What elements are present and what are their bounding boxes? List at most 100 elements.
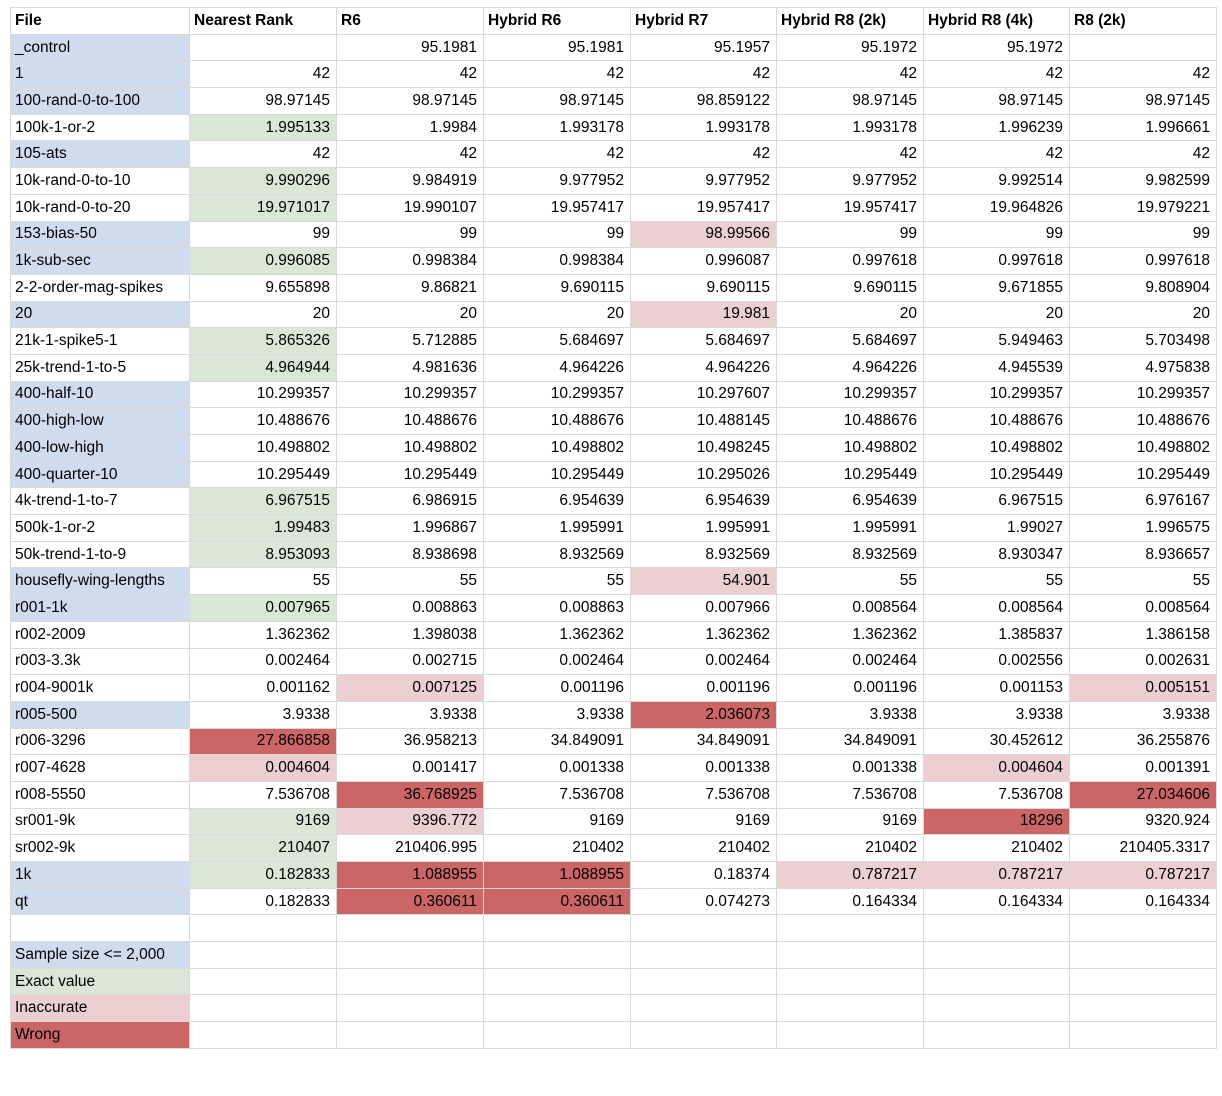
value-cell-hybrid-r8-2k[interactable]: 10.498802 [776,434,924,462]
empty-cell[interactable] [630,994,777,1023]
value-cell-hybrid-r8-2k[interactable]: 1.995991 [776,514,924,542]
legend-item-pink[interactable]: Inaccurate [10,994,190,1023]
empty-cell[interactable] [189,967,337,996]
value-cell-r6[interactable]: 10.299357 [336,380,484,409]
value-cell-hybrid-r8-4k[interactable]: 5.949463 [923,327,1070,355]
value-cell-r8-2k[interactable]: 10.498802 [1069,434,1217,462]
empty-cell[interactable] [1069,941,1217,969]
file-cell[interactable]: housefly-wing-lengths [10,567,190,596]
value-cell-r6[interactable]: 36.958213 [336,727,484,756]
empty-cell[interactable] [336,994,484,1023]
value-cell-nearest-rank[interactable]: 9.990296 [189,167,337,195]
value-cell-nearest-rank[interactable]: 0.001162 [189,674,337,702]
value-cell-hybrid-r7[interactable]: 9.690115 [630,273,777,302]
value-cell-r8-2k[interactable]: 42 [1069,140,1217,169]
value-cell-hybrid-r8-4k[interactable]: 0.001153 [923,674,1070,702]
value-cell-hybrid-r7[interactable]: 9169 [630,807,777,836]
value-cell-hybrid-r8-2k[interactable]: 42 [776,140,924,169]
value-cell-r6[interactable]: 20 [336,300,484,329]
empty-cell[interactable] [1069,914,1217,943]
value-cell-hybrid-r7[interactable]: 98.859122 [630,87,777,115]
value-cell-r6[interactable]: 0.002715 [336,647,484,676]
file-cell[interactable]: 100-rand-0-to-100 [10,87,190,115]
file-cell[interactable]: 4k-trend-1-to-7 [10,487,190,516]
value-cell-hybrid-r8-2k[interactable]: 4.964226 [776,353,924,382]
value-cell-nearest-rank[interactable]: 1.362362 [189,620,337,649]
value-cell-hybrid-r8-4k[interactable]: 210402 [923,834,1070,862]
empty-cell[interactable] [483,941,631,969]
empty-cell[interactable] [776,1021,924,1049]
value-cell-hybrid-r7[interactable]: 1.362362 [630,620,777,649]
value-cell-r8-2k[interactable]: 9320.924 [1069,807,1217,836]
value-cell-hybrid-r7[interactable]: 9.977952 [630,167,777,195]
value-cell-hybrid-r8-2k[interactable]: 6.954639 [776,487,924,516]
empty-cell[interactable] [923,1021,1070,1049]
value-cell-hybrid-r8-4k[interactable]: 7.536708 [923,780,1070,809]
value-cell-nearest-rank[interactable]: 42 [189,60,337,89]
value-cell-r6[interactable]: 1.398038 [336,620,484,649]
value-cell-r6[interactable]: 210406.995 [336,834,484,862]
file-cell[interactable]: 25k-trend-1-to-5 [10,353,190,382]
file-cell[interactable]: 400-quarter-10 [10,460,190,489]
empty-cell[interactable] [189,994,337,1023]
value-cell-hybrid-r6[interactable]: 10.488676 [483,407,631,435]
value-cell-hybrid-r8-2k[interactable]: 20 [776,300,924,329]
value-cell-r6[interactable]: 1.9984 [336,113,484,142]
value-cell-r8-2k[interactable]: 8.936657 [1069,540,1217,569]
value-cell-r8-2k[interactable] [1069,33,1217,62]
value-cell-nearest-rank[interactable]: 10.488676 [189,407,337,435]
value-cell-hybrid-r7[interactable]: 2.036073 [630,700,777,729]
column-header-hybrid-r8-2k[interactable]: Hybrid R8 (2k) [776,7,924,35]
value-cell-hybrid-r8-2k[interactable]: 0.001196 [776,674,924,702]
value-cell-r6[interactable]: 9.984919 [336,167,484,195]
value-cell-hybrid-r8-2k[interactable]: 9169 [776,807,924,836]
empty-cell[interactable] [630,1021,777,1049]
empty-cell[interactable] [1069,994,1217,1023]
empty-cell[interactable] [10,914,190,943]
value-cell-hybrid-r6[interactable]: 0.001196 [483,674,631,702]
column-header-r6[interactable]: R6 [336,7,484,35]
value-cell-nearest-rank[interactable]: 8.953093 [189,540,337,569]
file-cell[interactable]: 1k [10,861,190,889]
value-cell-r6[interactable]: 4.981636 [336,353,484,382]
value-cell-hybrid-r6[interactable]: 0.001338 [483,754,631,782]
value-cell-nearest-rank[interactable]: 6.967515 [189,487,337,516]
value-cell-hybrid-r6[interactable]: 0.008863 [483,594,631,622]
value-cell-hybrid-r8-2k[interactable]: 95.1972 [776,33,924,62]
value-cell-hybrid-r8-4k[interactable]: 1.99027 [923,514,1070,542]
value-cell-r8-2k[interactable]: 0.002631 [1069,647,1217,676]
value-cell-r8-2k[interactable]: 3.9338 [1069,700,1217,729]
value-cell-hybrid-r8-2k[interactable]: 9.690115 [776,273,924,302]
value-cell-r6[interactable]: 0.360611 [336,887,484,916]
value-cell-hybrid-r8-4k[interactable]: 1.385837 [923,620,1070,649]
value-cell-hybrid-r8-4k[interactable]: 55 [923,567,1070,596]
value-cell-hybrid-r7[interactable]: 4.964226 [630,353,777,382]
value-cell-hybrid-r7[interactable]: 10.488145 [630,407,777,435]
value-cell-hybrid-r8-4k[interactable]: 0.008564 [923,594,1070,622]
value-cell-nearest-rank[interactable]: 3.9338 [189,700,337,729]
empty-cell[interactable] [483,914,631,943]
file-cell[interactable]: r002-2009 [10,620,190,649]
value-cell-r6[interactable]: 10.498802 [336,434,484,462]
value-cell-r6[interactable]: 8.938698 [336,540,484,569]
value-cell-hybrid-r8-2k[interactable]: 7.536708 [776,780,924,809]
value-cell-r6[interactable]: 6.986915 [336,487,484,516]
value-cell-hybrid-r6[interactable]: 1.993178 [483,113,631,142]
value-cell-nearest-rank[interactable]: 0.996085 [189,247,337,275]
value-cell-r8-2k[interactable]: 6.976167 [1069,487,1217,516]
value-cell-hybrid-r8-4k[interactable]: 0.787217 [923,861,1070,889]
value-cell-r6[interactable]: 1.996867 [336,514,484,542]
value-cell-hybrid-r8-4k[interactable]: 0.002556 [923,647,1070,676]
value-cell-nearest-rank[interactable]: 7.536708 [189,780,337,809]
value-cell-hybrid-r7[interactable]: 0.996087 [630,247,777,275]
value-cell-r8-2k[interactable]: 1.996575 [1069,514,1217,542]
value-cell-r6[interactable]: 98.97145 [336,87,484,115]
value-cell-hybrid-r8-2k[interactable]: 3.9338 [776,700,924,729]
file-cell[interactable]: r005-500 [10,700,190,729]
value-cell-nearest-rank[interactable]: 55 [189,567,337,596]
value-cell-hybrid-r7[interactable]: 10.498245 [630,434,777,462]
empty-cell[interactable] [923,914,1070,943]
value-cell-hybrid-r6[interactable]: 20 [483,300,631,329]
value-cell-hybrid-r7[interactable]: 19.981 [630,300,777,329]
value-cell-hybrid-r6[interactable]: 10.498802 [483,434,631,462]
